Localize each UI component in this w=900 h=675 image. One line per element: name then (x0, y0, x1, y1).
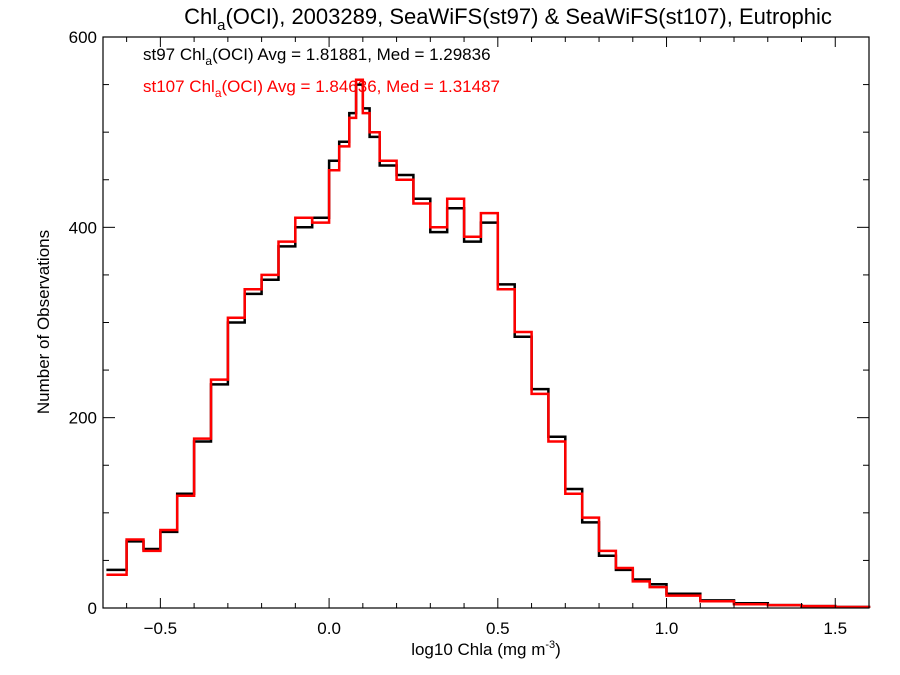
series-st97-line (106, 83, 871, 609)
chart-title-suffix: (OCI), 2003289, SeaWiFS(st97) & SeaWiFS(… (225, 4, 831, 29)
chart-title: Chla(OCI), 2003289, SeaWiFS(st97) & SeaW… (184, 4, 832, 34)
x-tick-label: 1.5 (823, 619, 847, 638)
series-st107-line (106, 78, 871, 609)
plot-frame (102, 36, 870, 609)
chart-title-prefix: Chl (184, 4, 217, 29)
chart-title-subscript: a (217, 17, 226, 34)
y-tick-label: 600 (69, 28, 97, 47)
y-tick-label: 400 (69, 218, 97, 237)
x-tick-label: 0.5 (486, 619, 510, 638)
x-axis-label-close: ) (555, 640, 561, 659)
x-tick-label: 0.0 (317, 619, 341, 638)
legend-st107-prefix: st107 Chl (143, 77, 215, 96)
axes-layer: −0.5 0.0 0.5 1.0 1.5 0 200 400 600 (69, 28, 870, 638)
x-tick-label: −0.5 (144, 619, 178, 638)
y-tick-label: 200 (69, 409, 97, 428)
x-axis-label-main: log10 Chla (mg m (411, 640, 545, 659)
legend-st97-prefix: st97 Chl (143, 45, 205, 64)
y-tick-label: 0 (88, 599, 97, 618)
y-axis-label: Number of Observations (34, 230, 53, 414)
legend-st97-subscript: a (205, 54, 212, 68)
x-axis-label-superscript: -3 (545, 639, 555, 651)
x-axis-label: log10 Chla (mg m-3) (411, 639, 561, 659)
legend-st107-subscript: a (215, 86, 222, 100)
legend-st107-suffix: (OCI) Avg = 1.84636, Med = 1.31487 (222, 77, 500, 96)
legend-entry-st107: st107 Chla(OCI) Avg = 1.84636, Med = 1.3… (143, 77, 500, 100)
legend-st97-suffix: (OCI) Avg = 1.81881, Med = 1.29836 (212, 45, 490, 64)
series-layer (106, 78, 871, 609)
legend-entry-st97: st97 Chla(OCI) Avg = 1.81881, Med = 1.29… (143, 45, 491, 68)
x-tick-label: 1.0 (655, 619, 679, 638)
